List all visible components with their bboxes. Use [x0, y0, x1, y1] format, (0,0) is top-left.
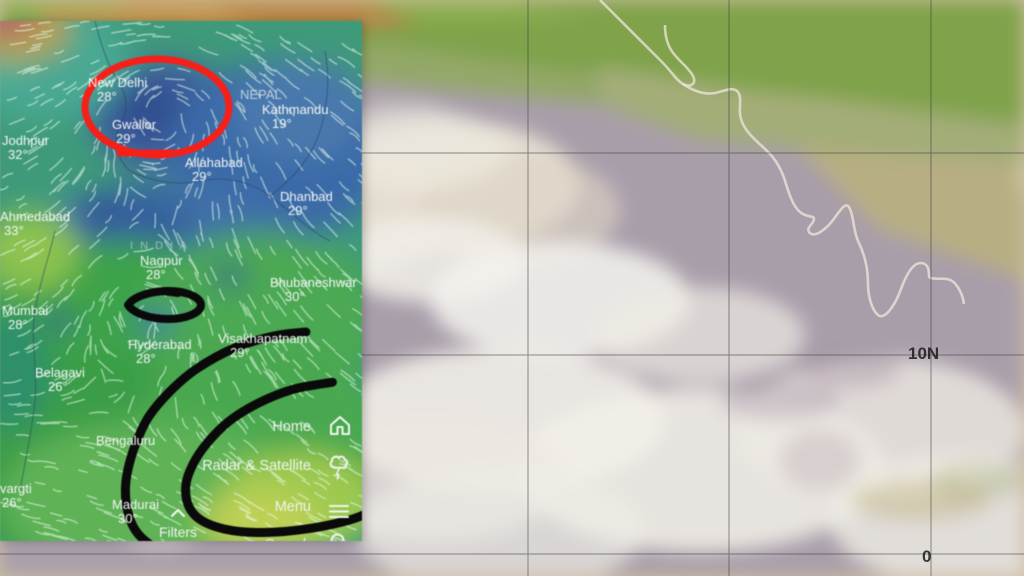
svg-text:10N: 10N: [908, 344, 939, 363]
svg-text:Nagpur: Nagpur: [140, 253, 183, 268]
svg-text:Radar & Satellite: Radar & Satellite: [202, 458, 311, 474]
svg-text:28°: 28°: [146, 267, 166, 282]
svg-text:Visakhapatnam: Visakhapatnam: [218, 331, 307, 346]
svg-text:30°: 30°: [118, 511, 138, 526]
svg-text:NEPAL: NEPAL: [240, 87, 282, 102]
svg-text:Search: Search: [265, 537, 311, 541]
svg-text:Bhubaneshwar: Bhubaneshwar: [270, 275, 357, 290]
svg-text:Hyderabad: Hyderabad: [128, 337, 192, 352]
svg-text:29°: 29°: [116, 131, 136, 146]
svg-text:28°: 28°: [136, 351, 156, 366]
svg-text:New Delhi: New Delhi: [88, 75, 147, 90]
svg-text:Menu: Menu: [275, 499, 311, 515]
svg-text:Kathmandu: Kathmandu: [262, 102, 329, 117]
svg-text:30°: 30°: [285, 289, 305, 304]
svg-text:26°: 26°: [48, 379, 68, 394]
svg-text:Allahabad: Allahabad: [185, 155, 243, 170]
svg-text:28°: 28°: [8, 317, 28, 332]
svg-text:32°: 32°: [8, 147, 28, 162]
svg-text:Home: Home: [272, 419, 311, 435]
svg-text:29°: 29°: [288, 203, 308, 218]
svg-text:Madurai: Madurai: [112, 497, 159, 512]
svg-text:Gwalior: Gwalior: [112, 117, 157, 132]
svg-text:vargti: vargti: [0, 481, 32, 496]
svg-text:19°: 19°: [272, 116, 292, 131]
svg-text:Belagavi: Belagavi: [35, 365, 85, 380]
svg-text:Bengaluru: Bengaluru: [96, 433, 155, 448]
svg-text:I N D I A: I N D I A: [130, 240, 189, 252]
svg-text:Filters: Filters: [159, 524, 197, 540]
svg-text:28°: 28°: [97, 89, 117, 104]
svg-text:33°: 33°: [4, 223, 24, 238]
svg-text:Mumbai: Mumbai: [2, 303, 48, 318]
svg-text:26°: 26°: [2, 495, 22, 510]
svg-text:0: 0: [922, 547, 931, 566]
svg-text:Jodhpur: Jodhpur: [2, 133, 50, 148]
svg-text:29°: 29°: [230, 345, 250, 360]
svg-text:Dhanbad: Dhanbad: [280, 189, 333, 204]
svg-text:Ahmedabad: Ahmedabad: [0, 209, 70, 224]
svg-text:29°: 29°: [192, 169, 212, 184]
